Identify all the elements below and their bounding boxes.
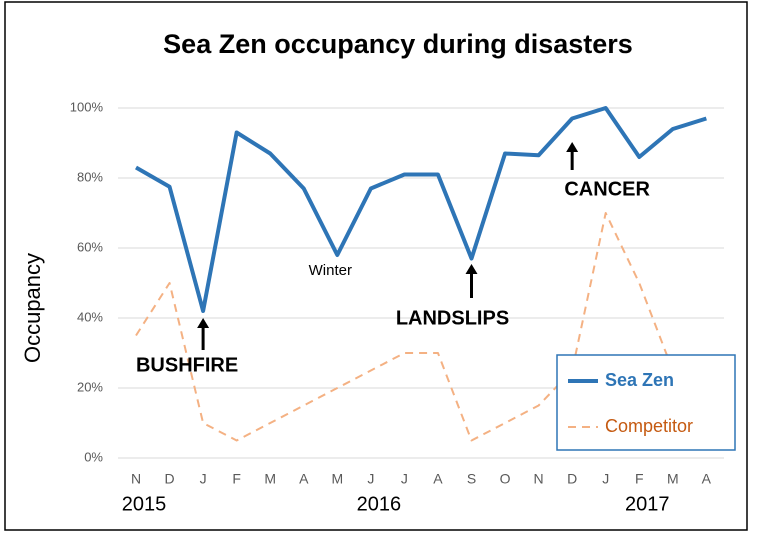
x-tick-label: O xyxy=(500,471,511,487)
legend-label: Competitor xyxy=(605,416,693,436)
x-tick-label: J xyxy=(401,471,408,487)
year-label: 2017 xyxy=(625,493,670,515)
chart-border xyxy=(4,1,748,531)
legend-box xyxy=(556,354,736,451)
x-tick-label: A xyxy=(702,471,712,487)
year-label: 2016 xyxy=(357,493,402,515)
y-tick-label: 40% xyxy=(77,309,103,324)
x-tick-label: N xyxy=(131,471,141,487)
annotation-arrowhead xyxy=(465,264,478,274)
x-tick-label: J xyxy=(602,471,609,487)
annotation-arrowhead xyxy=(197,318,210,328)
x-tick-label: D xyxy=(164,471,174,487)
chart-title: Sea Zen occupancy during disasters xyxy=(163,29,633,59)
year-label: 2015 xyxy=(122,493,167,515)
y-tick-label: 100% xyxy=(70,99,104,114)
x-tick-label: F xyxy=(635,471,644,487)
x-tick-label: M xyxy=(331,471,343,487)
y-tick-label: 60% xyxy=(77,239,103,254)
x-tick-label: F xyxy=(232,471,241,487)
x-tick-label: S xyxy=(467,471,476,487)
y-tick-label: 80% xyxy=(77,169,103,184)
x-tick-label: M xyxy=(667,471,679,487)
annotation: BUSHFIRE xyxy=(136,354,238,376)
legend-label: Sea Zen xyxy=(605,370,674,390)
x-tick-label: A xyxy=(433,471,443,487)
series-line xyxy=(135,106,707,313)
annotation: CANCER xyxy=(564,178,650,200)
annotation: Winter xyxy=(309,262,352,279)
y-axis-label: Occupancy xyxy=(20,253,45,363)
x-tick-label: A xyxy=(299,471,309,487)
annotation-arrowhead xyxy=(566,142,579,152)
y-tick-label: 0% xyxy=(84,449,103,464)
y-tick-label: 20% xyxy=(77,379,103,394)
annotation: LANDSLIPS xyxy=(396,307,509,329)
series-line xyxy=(135,212,707,442)
x-tick-label: J xyxy=(367,471,374,487)
x-tick-label: J xyxy=(200,471,207,487)
x-tick-label: N xyxy=(534,471,544,487)
x-tick-label: M xyxy=(264,471,276,487)
x-tick-label: D xyxy=(567,471,577,487)
